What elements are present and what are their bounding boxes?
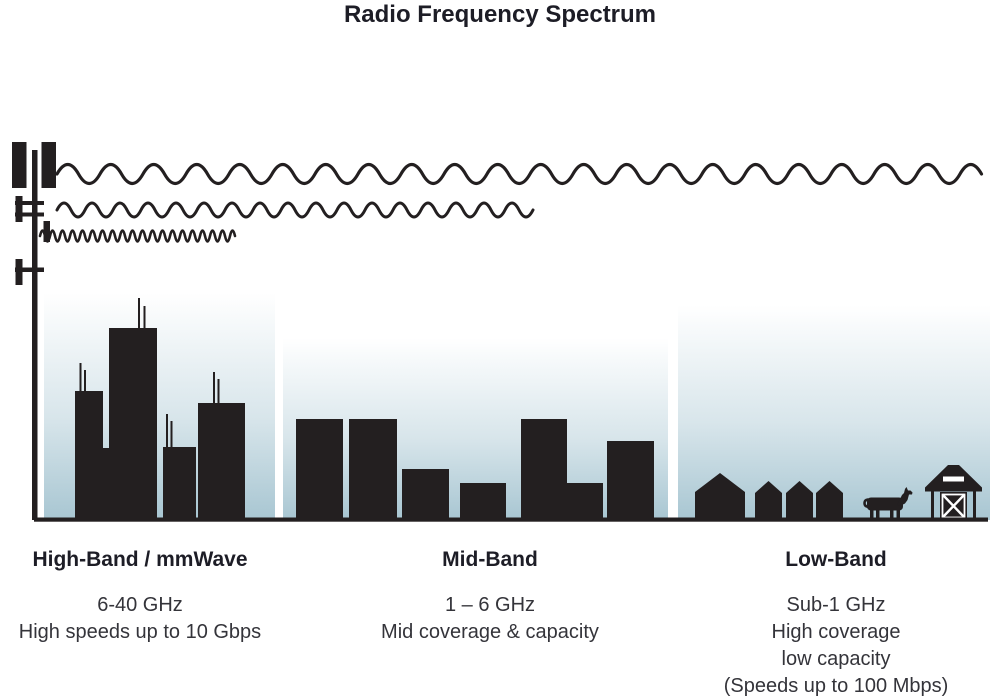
- cow-icon: [863, 487, 913, 520]
- band-description-high: High speeds up to 10 Gbps: [18, 621, 262, 643]
- short-wavelength-wave-icon: [38, 229, 237, 243]
- medium-wavelength-wave-icon: [55, 201, 535, 219]
- spectrum-illustration: [12, 142, 990, 522]
- band-frequency-low: Sub-1 GHz: [786, 594, 886, 616]
- town-buildings-icon: [296, 419, 654, 520]
- band-speed-low: (Speeds up to 100 Mbps): [723, 675, 949, 697]
- band-capacity-low: low capacity: [781, 648, 891, 670]
- band-heading-mid: Mid-Band: [442, 548, 538, 571]
- band-label-high: High-Band / mmWave 6-40 GHz High speeds …: [10, 547, 270, 646]
- band-coverage-low: High coverage: [771, 621, 901, 643]
- band-label-mid: Mid-Band 1 – 6 GHz Mid coverage & capaci…: [350, 547, 630, 646]
- band-frequency-mid: 1 – 6 GHz: [444, 594, 536, 616]
- band-label-low: Low-Band Sub-1 GHz High coverage low cap…: [686, 547, 986, 700]
- band-frequency-high: 6-40 GHz: [97, 594, 183, 616]
- page-title: Radio Frequency Spectrum: [343, 1, 657, 28]
- band-heading-high: High-Band / mmWave: [32, 548, 248, 571]
- band-description-mid: Mid coverage & capacity: [381, 621, 599, 643]
- long-wavelength-wave-icon: [55, 162, 984, 186]
- city-skyline-icon: [75, 298, 245, 520]
- cell-tower-icon: [12, 142, 56, 520]
- ground-line: [34, 517, 988, 522]
- suburban-houses-icon: [695, 473, 843, 520]
- band-heading-low: Low-Band: [785, 548, 887, 571]
